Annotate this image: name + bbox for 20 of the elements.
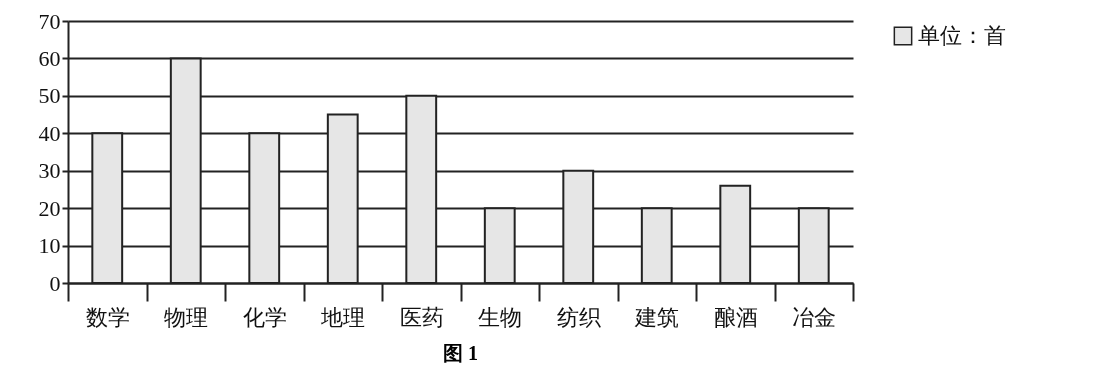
- x-tick-label: 酿酒: [713, 304, 758, 330]
- text: 图 1: [443, 342, 478, 364]
- y-tick-label: 60: [38, 45, 61, 71]
- y-tick-label: 70: [38, 8, 61, 34]
- y-tick-label: 0: [49, 270, 61, 296]
- x-tick-label: 化学: [242, 304, 287, 330]
- x-tick-label: 冶金: [792, 304, 837, 330]
- y-tick-label: 10: [38, 233, 61, 259]
- x-tick-label: 生物: [478, 304, 523, 330]
- x-tick-label: 纺织: [556, 304, 601, 330]
- x-tick-label: 地理: [320, 304, 366, 330]
- x-tick-label: 建筑: [634, 304, 680, 330]
- x-tick-label: 医药: [399, 304, 444, 330]
- x-tick-label: 物理: [164, 304, 209, 330]
- y-tick-label: 20: [38, 195, 61, 221]
- y-tick-label: 30: [38, 158, 61, 184]
- y-tick-label: 40: [38, 120, 61, 146]
- y-tick-label: 50: [38, 83, 61, 109]
- legend-label: 单位：首: [918, 23, 1006, 48]
- x-tick-label: 数学: [85, 304, 130, 330]
